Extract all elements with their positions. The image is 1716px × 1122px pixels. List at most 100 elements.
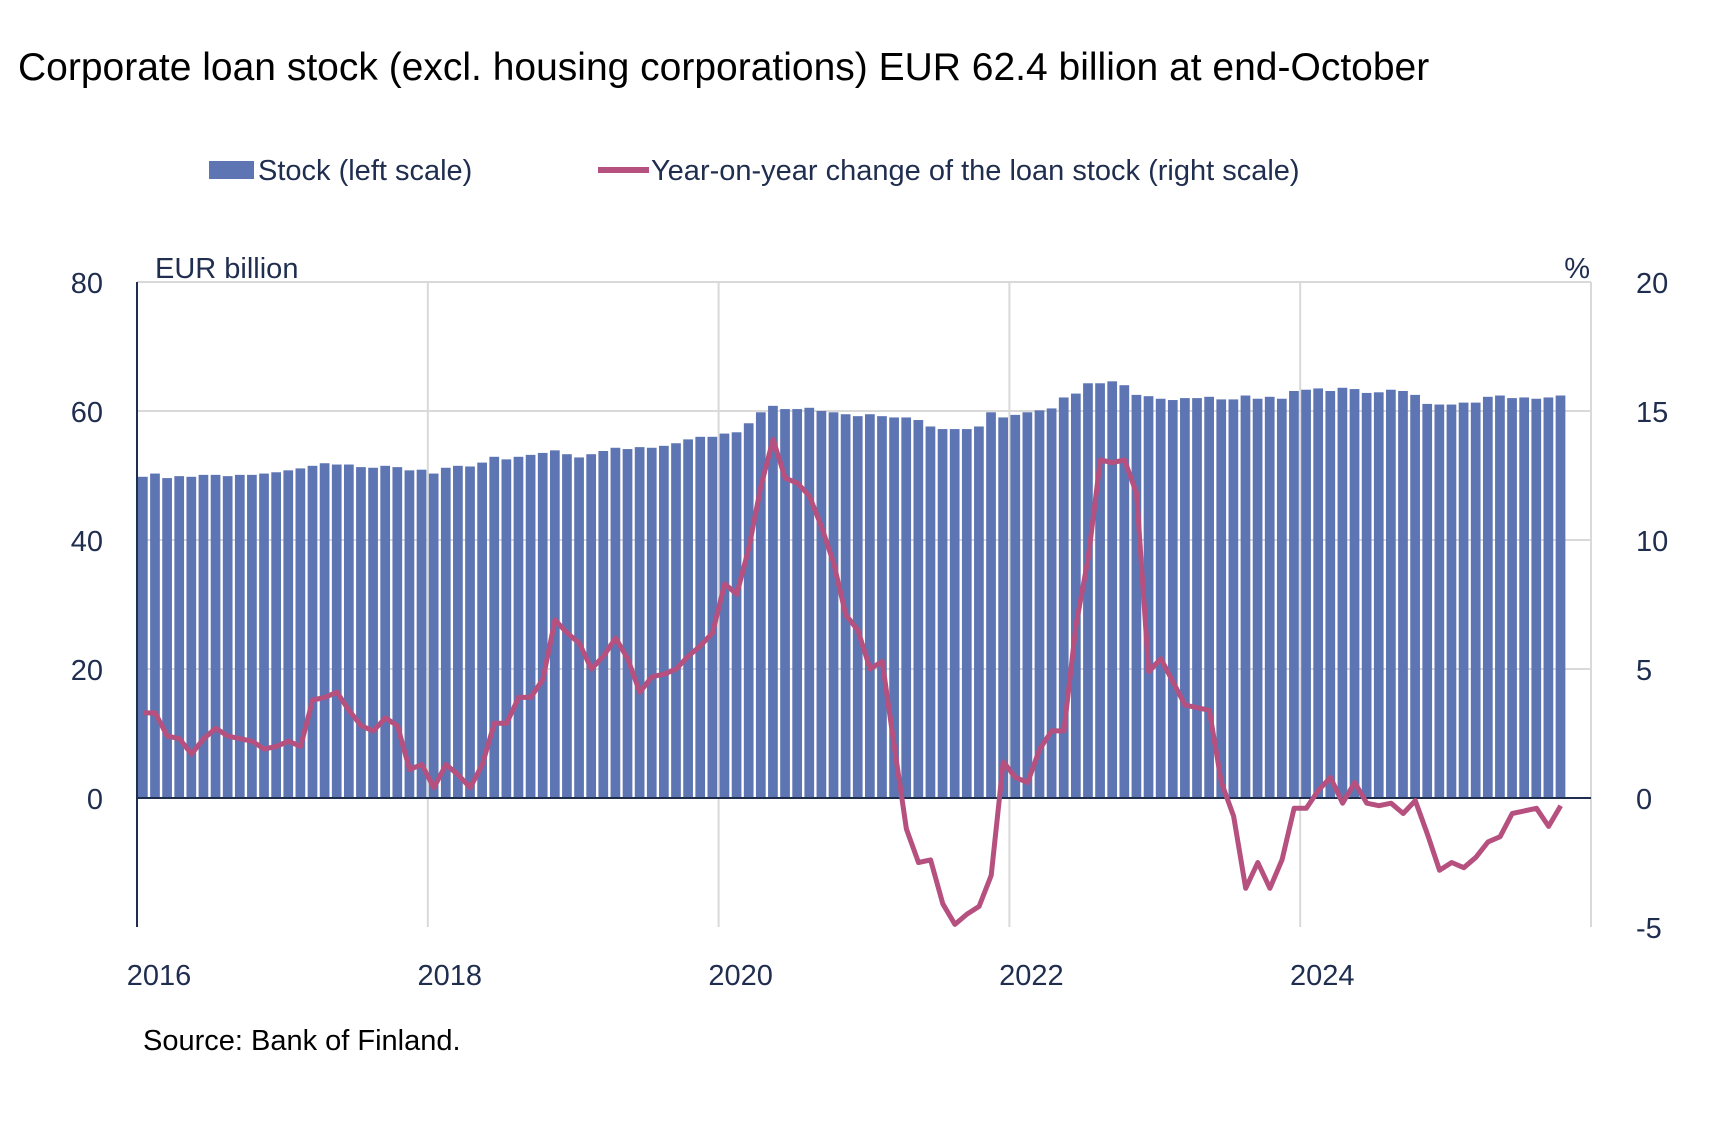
right-tick-label: 5 bbox=[1636, 655, 1652, 687]
bar bbox=[1022, 412, 1033, 798]
bar bbox=[1495, 395, 1505, 798]
chart-title: Corporate loan stock (excl. housing corp… bbox=[18, 46, 1429, 89]
legend: Stock (left scale) Year-on-year change o… bbox=[209, 155, 1300, 187]
bar bbox=[828, 412, 839, 798]
x-tick-label: 2022 bbox=[999, 960, 1064, 992]
bar bbox=[331, 464, 342, 798]
bar bbox=[1070, 393, 1081, 798]
bar bbox=[1325, 391, 1336, 798]
bar bbox=[1543, 397, 1554, 798]
bar bbox=[1276, 398, 1287, 798]
right-tick-label: 20 bbox=[1636, 268, 1668, 300]
bar bbox=[283, 470, 294, 798]
bar bbox=[1143, 396, 1154, 798]
bar bbox=[707, 436, 718, 798]
yoy-series-line bbox=[143, 436, 1563, 927]
bar bbox=[1058, 397, 1069, 798]
bar bbox=[1386, 389, 1396, 798]
x-tick-label: 2024 bbox=[1290, 960, 1355, 992]
bar bbox=[610, 447, 621, 798]
axes bbox=[136, 282, 1591, 927]
bar bbox=[792, 409, 803, 798]
bar bbox=[804, 407, 815, 798]
bars bbox=[138, 381, 1566, 798]
bar bbox=[404, 470, 415, 798]
bar bbox=[586, 454, 597, 798]
bar bbox=[937, 429, 948, 798]
yoy-line bbox=[143, 436, 1563, 927]
bar bbox=[1264, 396, 1275, 798]
bar bbox=[743, 423, 754, 798]
grid bbox=[137, 281, 1592, 927]
x-tick-label: 2020 bbox=[708, 960, 773, 992]
left-tick-label: 60 bbox=[71, 397, 103, 429]
bar bbox=[1240, 395, 1251, 798]
bar bbox=[343, 464, 354, 798]
legend-swatch-yoy bbox=[598, 167, 649, 173]
bar bbox=[1204, 396, 1214, 798]
bar bbox=[174, 476, 185, 798]
bar bbox=[755, 412, 766, 798]
bar bbox=[1531, 398, 1542, 798]
bar bbox=[1216, 399, 1227, 798]
bar bbox=[889, 417, 899, 798]
bar bbox=[1482, 396, 1493, 798]
bar bbox=[562, 454, 572, 798]
bar bbox=[1301, 389, 1311, 798]
bar bbox=[1337, 387, 1348, 798]
bar bbox=[1410, 394, 1420, 798]
bar bbox=[489, 456, 500, 798]
bar bbox=[428, 473, 439, 798]
bar bbox=[1289, 391, 1299, 798]
bar bbox=[380, 465, 391, 798]
bar bbox=[695, 436, 706, 798]
bar bbox=[1010, 414, 1021, 798]
bar bbox=[1131, 394, 1142, 798]
bar bbox=[1034, 410, 1045, 798]
bar bbox=[440, 467, 451, 798]
bar bbox=[1119, 385, 1130, 798]
bar bbox=[271, 472, 281, 798]
bar bbox=[986, 412, 996, 798]
bar bbox=[925, 426, 936, 798]
bar bbox=[634, 447, 645, 798]
bar bbox=[1434, 404, 1445, 798]
bar bbox=[1155, 398, 1166, 798]
bar bbox=[234, 474, 245, 798]
bar bbox=[1083, 383, 1093, 798]
bar bbox=[961, 429, 972, 798]
bar bbox=[319, 463, 330, 798]
x-tick-label: 2016 bbox=[127, 960, 192, 992]
bar bbox=[913, 420, 924, 798]
bar bbox=[1507, 398, 1517, 798]
bar bbox=[416, 469, 427, 798]
bar bbox=[1180, 398, 1190, 798]
bar bbox=[1458, 402, 1469, 798]
bar bbox=[150, 473, 160, 798]
legend-swatch-stock bbox=[209, 161, 254, 179]
left-tick-label: 20 bbox=[71, 655, 103, 687]
bar bbox=[198, 474, 209, 798]
legend-label-yoy: Year-on-year change of the loan stock (r… bbox=[651, 155, 1300, 187]
left-tick-label: 0 bbox=[87, 784, 103, 816]
bar bbox=[465, 466, 475, 798]
bar bbox=[537, 452, 548, 798]
bar bbox=[1373, 392, 1384, 798]
bar bbox=[1519, 397, 1530, 798]
left-tick-label: 40 bbox=[71, 526, 103, 558]
bar bbox=[1361, 392, 1372, 798]
bar bbox=[477, 462, 487, 798]
bar bbox=[501, 459, 512, 798]
bar bbox=[901, 417, 912, 798]
bar bbox=[1349, 389, 1360, 798]
bar bbox=[731, 432, 742, 798]
bar bbox=[768, 405, 778, 798]
bar bbox=[247, 474, 257, 798]
bar bbox=[877, 416, 887, 798]
bar bbox=[683, 439, 693, 798]
bar bbox=[513, 456, 524, 798]
bar bbox=[1446, 404, 1457, 798]
bar bbox=[1095, 383, 1105, 798]
bar bbox=[453, 465, 463, 798]
